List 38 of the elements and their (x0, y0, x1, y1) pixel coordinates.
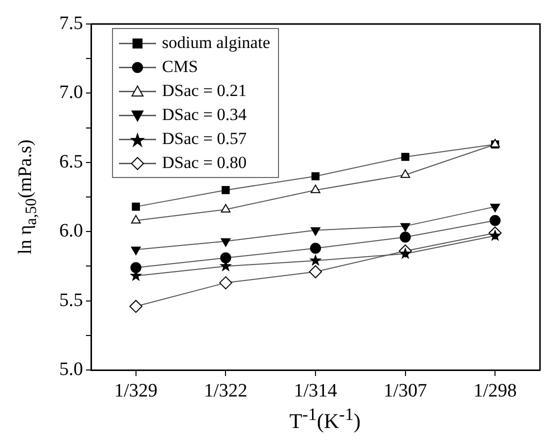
point (130, 262, 142, 274)
y-tick-label: 7.5 (59, 12, 83, 34)
point (490, 215, 501, 226)
point (401, 152, 410, 161)
legend-label: DSac = 0.80 (162, 152, 247, 174)
x-axis-title: T$^{-1}$(K$^{-1}$) (288, 404, 362, 434)
y-tick-label: 7.0 (59, 82, 83, 104)
point (400, 232, 411, 243)
y-tick-label: 6.5 (59, 151, 83, 172)
point (132, 202, 140, 211)
legend-label: DSac = 0.21 (162, 80, 247, 102)
point (219, 276, 232, 290)
x-tick-label: 1/329 (114, 380, 158, 402)
point (129, 300, 142, 313)
point (488, 229, 502, 242)
point (131, 215, 141, 224)
x-tick-label: 1/307 (384, 380, 427, 402)
point (309, 254, 322, 266)
point (311, 172, 320, 180)
legend-label: DSac = 0.57 (162, 128, 247, 150)
legend-label: CMS (162, 56, 198, 78)
point (310, 242, 321, 254)
legend-label: sodium alginate (162, 32, 270, 54)
point (399, 247, 412, 260)
y-tick-label: 5.0 (59, 358, 83, 380)
point (220, 252, 232, 264)
x-tick-label: 1/298 (473, 380, 517, 402)
point (310, 184, 320, 194)
y-tick-label: 5.5 (59, 290, 83, 311)
point (220, 204, 231, 212)
x-tick-label: 1/322 (204, 380, 248, 402)
point (309, 265, 322, 278)
point (222, 186, 230, 194)
point (220, 238, 231, 247)
point (400, 169, 410, 178)
y-tick-label: 6.0 (59, 220, 83, 242)
x-tick-label: 1/314 (294, 380, 338, 402)
legend-label: DSac = 0.34 (162, 104, 247, 126)
